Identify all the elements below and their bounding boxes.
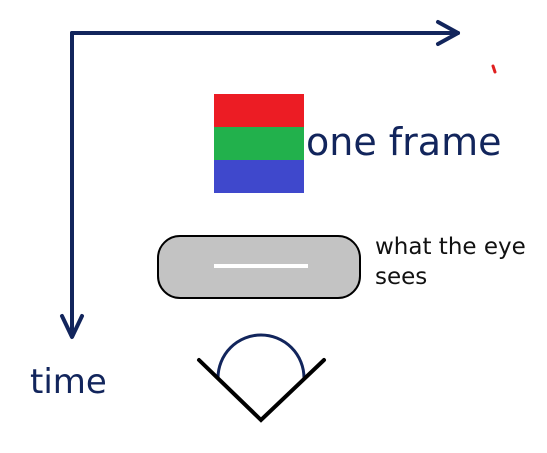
frame-label: one frame xyxy=(306,120,502,164)
eye-outline xyxy=(197,358,326,423)
frame-stripe-2 xyxy=(214,127,304,160)
frame-stack xyxy=(214,94,304,193)
arrow-right-head xyxy=(436,20,460,46)
arrow-down-head xyxy=(60,314,84,339)
horizontal-axis xyxy=(70,20,460,46)
stray-mark xyxy=(491,64,497,74)
frame-stripe-1 xyxy=(214,94,304,127)
time-axis xyxy=(60,31,84,339)
frame-stripe-3 xyxy=(214,160,304,193)
perceived-bar xyxy=(157,235,361,299)
eye-iris xyxy=(216,333,306,379)
eye-icon xyxy=(197,333,326,423)
eye-sees-label: what the eye sees xyxy=(375,234,526,290)
time-axis-label: time xyxy=(30,362,107,402)
